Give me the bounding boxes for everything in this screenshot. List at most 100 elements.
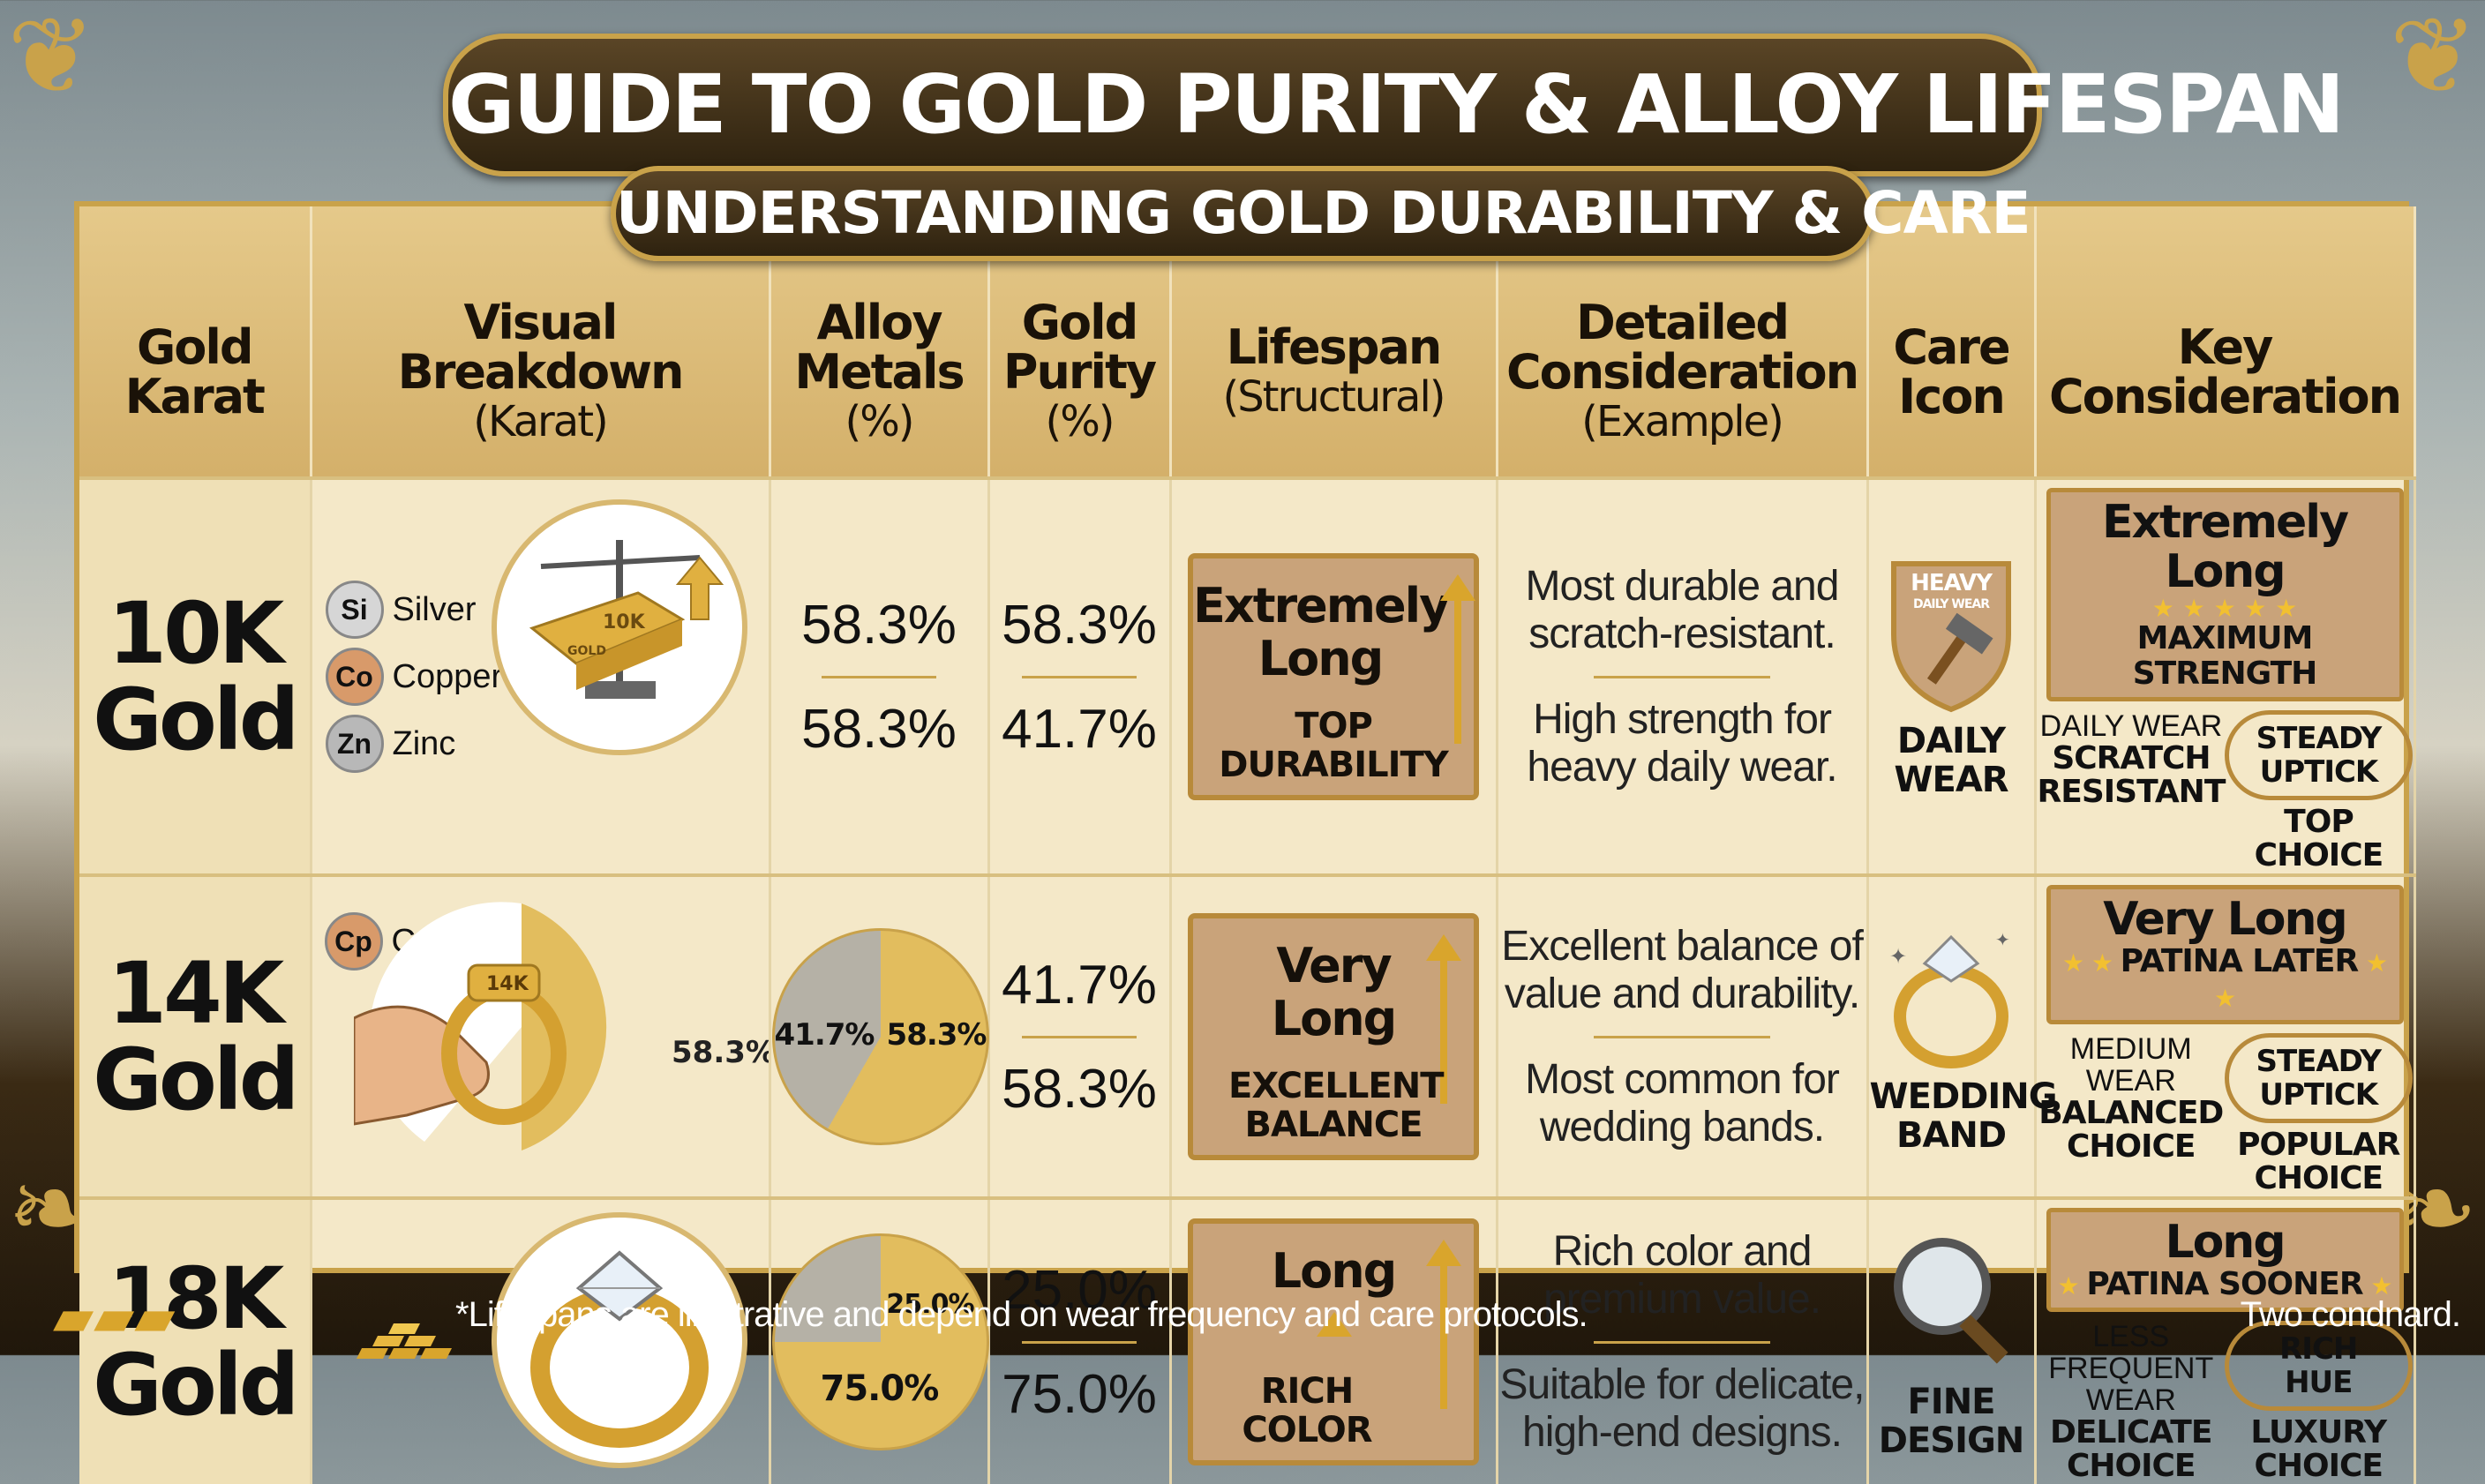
gold-bar-karat: 10K	[603, 611, 646, 633]
metal-badge: Co	[325, 648, 384, 706]
up-arrow-icon	[1426, 1240, 1461, 1409]
shield-label: HEAVY	[1911, 570, 1993, 596]
gold-table-panel: Gold Karat Visual Breakdown (Karat) Alloy…	[74, 201, 2416, 1484]
pie-gold-pct: 75.0%	[820, 1368, 940, 1409]
lifespan-rating: Very Long	[1271, 938, 1398, 1046]
table-row: 18K Gold	[79, 1196, 2416, 1484]
detail-cell: Excellent balance of value and durabilit…	[1497, 873, 1869, 1198]
key-rating: Extremely Long	[2101, 496, 2349, 598]
key-detail-row: LESS FREQUENT WEAR DELICATE CHOICE RICH H…	[2038, 1321, 2413, 1483]
care-label: DAILY WEAR	[1894, 720, 2008, 800]
choice-note: TOP CHOICE	[2254, 804, 2384, 873]
scale-gold-bar-illustration: 10K GOLD	[491, 499, 747, 755]
detail-text: Rich color and premium value.	[1543, 1227, 1821, 1323]
gold-comparison-table: Gold Karat Visual Breakdown (Karat) Alloy…	[79, 206, 2416, 1484]
alloy-metals-cell: 41.7% 58.3%	[770, 873, 990, 1198]
magnifying-glass-icon	[1894, 1237, 2008, 1364]
signoff: Two condnard.	[2240, 1295, 2461, 1334]
star-rating-icon: ★ ★ ★ ★ ★	[2151, 594, 2298, 623]
detail-text: Excellent balance of value and durabilit…	[1501, 922, 1864, 1017]
lifespan-tag: EXCELLENT BALANCE	[1228, 1066, 1444, 1145]
alloy-pie-chart: 41.7% 58.3%	[771, 928, 989, 1145]
visual-breakdown-cell: CpCopper 14K 58.3%	[311, 873, 775, 1198]
care-cell: FINE DESIGN	[1867, 1196, 2037, 1484]
purity-value: 58.3%	[1002, 1058, 1157, 1120]
page-title: GUIDE TO GOLD PURITY & ALLOY LIFESPAN	[443, 34, 2345, 176]
alloy-pie-chart: 25.0% 75.0%	[771, 1233, 989, 1450]
wear-level: LESS FREQUENT WEAR	[2048, 1320, 2214, 1417]
star-icon: ★	[2362, 1271, 2392, 1300]
up-arrow-icon	[1440, 574, 1475, 744]
diamond-ring-icon: ✦ ✦	[1889, 929, 2010, 1068]
header-visual-breakdown: Visual Breakdown (Karat)	[311, 206, 771, 478]
wear-note: DELICATE CHOICE	[2050, 1414, 2212, 1484]
alloy-value: 58.3%	[801, 698, 957, 760]
key-tag: MAXIMUM STRENGTH	[2132, 620, 2318, 692]
choice-note: POPULAR CHOICE	[2237, 1127, 2400, 1196]
purity-value: 41.7%	[1002, 954, 1157, 1016]
key-tag-row: ★ PATINA SOONER ★	[2051, 1267, 2399, 1302]
lifespan-tag: TOP DURABILITY	[1219, 706, 1448, 785]
detail-cell: Rich color and premium value. Suitable f…	[1497, 1196, 1869, 1484]
key-detail-row: DAILY WEAR SCRATCH RESISTANT STEADY UPTIC…	[2038, 710, 2413, 873]
wear-level: MEDIUM WEAR	[2069, 1032, 2192, 1098]
key-rating: Long	[2165, 1216, 2286, 1269]
detail-text: High strength for heavy daily wear.	[1527, 695, 1837, 791]
key-tag: PATINA SOONER	[2086, 1266, 2363, 1302]
lifespan-card: Very Long EXCELLENT BALANCE	[1188, 913, 1479, 1160]
key-tag: PATINA LATER	[2120, 943, 2359, 979]
table-header-row: Gold Karat Visual Breakdown (Karat) Alloy…	[79, 206, 2416, 478]
metal-badge: Zn	[325, 715, 384, 773]
care-cell: ✦ ✦ WEDDING BAND	[1867, 873, 2058, 1198]
lifespan-cell: Long RICH COLOR	[1170, 1196, 1498, 1484]
detail-text: Most common for wedding bands.	[1525, 1055, 1840, 1150]
care-cell: HEAVY DAILY WEAR DAILY WEAR	[1867, 476, 2037, 875]
page-subtitle: UNDERSTANDING GOLD DURABILITY & CARE	[611, 166, 2031, 261]
alloy-value: 58.3%	[801, 594, 957, 656]
star-icon: ★ ★	[2061, 948, 2121, 978]
lifespan-cell: Extremely Long TOP DURABILITY	[1170, 476, 1498, 875]
header-gold-karat: Gold Karat	[79, 206, 312, 478]
gold-purity-cell: 58.3% 41.7%	[988, 476, 1172, 875]
lifespan-card: Extremely Long TOP DURABILITY	[1188, 553, 1479, 800]
table-row: 10K Gold Si Silver Co Copper Zn Zinc 10K GO…	[79, 476, 2416, 875]
metal-item: Zn Zinc	[325, 715, 768, 773]
lifespan-cell: Very Long EXCELLENT BALANCE	[1170, 873, 1498, 1198]
purity-value: 75.0%	[1002, 1363, 1157, 1425]
wear-level: DAILY WEAR	[2039, 709, 2223, 743]
corner-ornament-top-left-icon: ❦	[7, 0, 96, 116]
wear-note: SCRATCH RESISTANT	[2037, 740, 2226, 810]
key-consideration-cell: Extremely Long ★ ★ ★ ★ ★ MAXIMUM STRENGT…	[2035, 476, 2416, 875]
diamond-ring-illustration	[491, 1212, 747, 1468]
ring-in-hand-illustration: 14K 58.3%	[352, 886, 775, 1150]
gold-purity-cell: 41.7% 58.3%	[988, 873, 1172, 1198]
gold-bars-footer-icon: ▰▰▰	[53, 1287, 176, 1346]
footnote: *Lifespans are illustrative and depend o…	[455, 1295, 1588, 1334]
trend-oval: STEADY UPTICK	[2225, 1033, 2413, 1123]
lifespan-card: Long RICH COLOR	[1188, 1218, 1479, 1465]
lifespan-rating: Extremely Long	[1193, 578, 1450, 686]
metal-item: Co Copper	[325, 648, 768, 706]
purity-value: 25.0%	[1002, 1259, 1157, 1321]
ring-karat: 14K	[486, 973, 529, 995]
gold-bar-text: GOLD	[567, 644, 606, 658]
visual-breakdown-cell: Si Silver Co Copper Zn Zinc 10K GOLD	[311, 476, 771, 875]
wear-note: BALANCED CHOICE	[2038, 1095, 2224, 1165]
purity-value: 41.7%	[1002, 698, 1157, 760]
corner-ornament-top-right-icon: ❦	[2389, 0, 2478, 116]
lifespan-tag: RICH COLOR	[1242, 1371, 1372, 1450]
metal-badge: Si	[325, 581, 384, 639]
gold-purity-cell: 25.0% 75.0%	[988, 1196, 1172, 1484]
ring-gold-pct: 58.3%	[672, 1035, 769, 1070]
alloy-metals-cell: 25.0% 75.0%	[770, 1196, 990, 1484]
metal-name: Copper	[392, 657, 503, 695]
metal-name: Silver	[392, 590, 477, 628]
choice-note: LUXURY CHOICE	[2250, 1414, 2387, 1484]
key-detail-row: MEDIUM WEAR BALANCED CHOICE STEADY UPTICK…	[2038, 1033, 2413, 1195]
key-tag-row: ★ ★ PATINA LATER ★ ★	[2051, 944, 2399, 1015]
key-consideration-cell: Very Long ★ ★ PATINA LATER ★ ★ MEDIUM WE…	[2035, 873, 2416, 1198]
purity-value: 58.3%	[1002, 594, 1157, 656]
table-row: 14K Gold CpCopper 14K 58.3%	[79, 873, 2416, 1198]
karat-label: 14K Gold	[79, 873, 312, 1198]
key-consideration-card: Long ★ PATINA SOONER ★	[2046, 1208, 2404, 1312]
